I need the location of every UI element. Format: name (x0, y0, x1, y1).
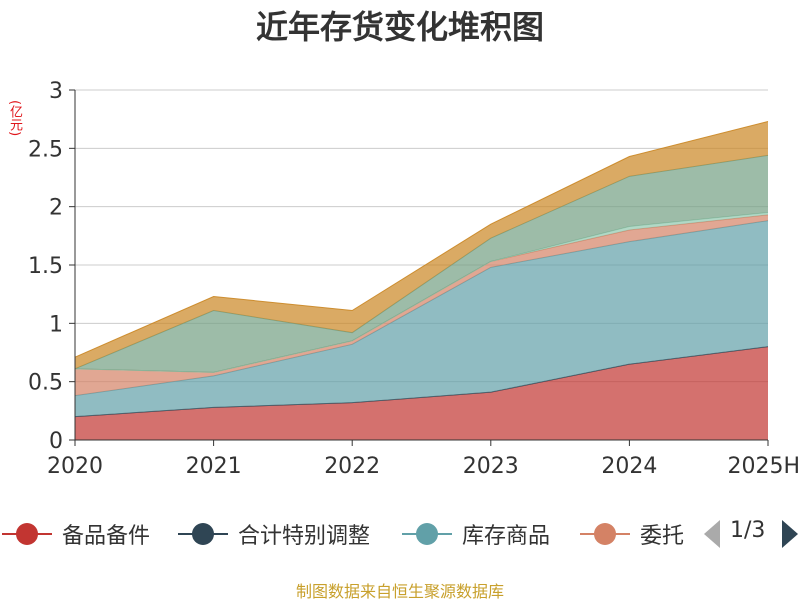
area-series-3 (75, 214, 768, 396)
legend-item-consigned[interactable]: 委托 (580, 514, 686, 554)
x-tick-label: 2023 (463, 454, 519, 479)
x-tick-label: 2022 (324, 454, 380, 479)
y-tick-label: 1.5 (28, 254, 63, 279)
y-tick-label: 3 (49, 79, 63, 104)
legend-page-indicator: 1/3 (730, 518, 766, 543)
area-line-series-6 (74, 121, 769, 358)
x-tick-label: 2020 (47, 454, 103, 479)
x-tick-label: 2024 (601, 454, 657, 479)
legend-prev-page-icon[interactable] (704, 520, 720, 548)
y-tick-label: 0 (49, 429, 63, 454)
legend-label: 备品备件 (62, 524, 151, 549)
legend-next-page-icon[interactable] (782, 520, 798, 548)
area-series-6 (75, 121, 768, 369)
area-series-2 (75, 220, 768, 417)
area-series-0 (75, 346, 768, 440)
legend-label: 库存商品 (462, 524, 551, 549)
chart-title: 近年存货变化堆积图 (255, 8, 544, 46)
legend-label: 委托 (640, 524, 685, 549)
stacked-area-chart: 0 0.5 1 1.5 2 2.5 3 2020 2021 2022 2023 2024 2025H (28, 79, 800, 479)
y-tick-label: 1 (49, 312, 63, 337)
legend: 备品备件 合计特别调整 库存商品 委托 (0, 514, 800, 554)
x-tick-label: 2021 (186, 454, 242, 479)
y-tick-label: 2 (49, 196, 63, 221)
data-source-note: 制图数据来自恒生聚源数据库 (295, 582, 504, 601)
legend-label: 合计特别调整 (238, 524, 371, 549)
y-tick-label: 0.5 (28, 371, 63, 396)
x-tick-label: 2025H (727, 454, 800, 479)
legend-pager: 1/3 (700, 514, 800, 554)
area-series-5 (75, 155, 768, 373)
y-tick-label: 2.5 (28, 137, 63, 162)
y-axis-unit-label: (亿元) (7, 99, 22, 137)
